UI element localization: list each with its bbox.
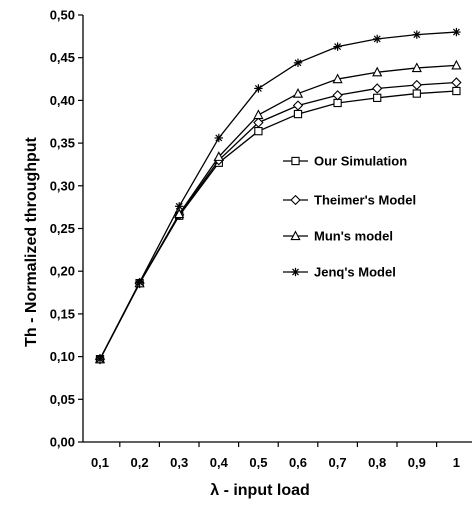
- y-tick-label: 0,30: [50, 178, 75, 193]
- data-point-theimer-s-model: [411, 79, 422, 91]
- data-point-mun-s-model: [174, 208, 185, 219]
- series-layer: [94, 27, 462, 365]
- series-line-jenq-s-model: [99, 31, 457, 360]
- data-point-jenq-s-model: [412, 30, 421, 39]
- data-point-mun-s-model: [253, 109, 264, 120]
- data-point-jenq-s-model-stroke: [452, 28, 460, 36]
- data-point-jenq-s-model: [254, 84, 263, 93]
- data-point-jenq-s-model: [135, 278, 144, 287]
- x-tick-label: 0,6: [289, 455, 307, 470]
- legend-marker-theimer-s-model: [290, 194, 301, 206]
- data-point-theimer-s-model: [253, 117, 264, 128]
- y-axis-title: Th - Normalized throughput: [23, 136, 40, 346]
- x-tick-label: 0,7: [329, 455, 347, 470]
- data-point-jenq-s-model: [373, 34, 382, 44]
- x-tick-label: 0,2: [131, 455, 149, 470]
- data-point-jenq-s-model-stroke: [215, 134, 223, 142]
- data-point-jenq-s-model: [214, 133, 223, 143]
- x-axis-title: λ - input load: [210, 482, 310, 499]
- legend-marker-our-simulation: [291, 156, 300, 166]
- data-point-jenq-s-model-stroke: [413, 31, 421, 39]
- data-point-mun-s-model: [372, 66, 383, 77]
- data-point-jenq-s-model: [293, 58, 303, 68]
- x-tick-label: 0,9: [408, 455, 426, 470]
- legend-label-jenq-s-model: Jenq's Model: [314, 265, 396, 280]
- y-tick-label: 0,15: [50, 306, 75, 321]
- series-line-mun-s-model: [99, 64, 457, 360]
- x-tick-label: 0,8: [368, 455, 386, 470]
- data-point-jenq-s-model-stroke: [373, 35, 381, 43]
- y-tick-label: 0,40: [50, 93, 75, 108]
- data-point-theimer-s-model: [292, 100, 304, 111]
- data-point-our-simulation: [412, 89, 421, 98]
- y-tick-label: 0,25: [50, 221, 75, 236]
- data-point-theimer-s-model: [372, 83, 383, 94]
- legend-label-mun-s-model: Mun's model: [314, 229, 393, 244]
- data-point-our-simulation: [254, 126, 263, 136]
- series-line-our-simulation: [99, 90, 457, 360]
- y-tick-label: 0,45: [50, 50, 75, 65]
- data-point-jenq-s-model-stroke: [136, 278, 144, 286]
- legend-marker-jenq-s-model: [291, 267, 300, 277]
- series-line-theimer-s-model: [99, 81, 457, 360]
- data-point-jenq-s-model: [452, 27, 461, 37]
- data-point-jenq-s-model: [333, 42, 342, 51]
- x-tick-label: 1: [453, 455, 460, 470]
- data-point-jenq-s-model-stroke: [294, 59, 302, 67]
- x-tick-label: 0,5: [249, 455, 267, 470]
- data-point-jenq-s-model-stroke: [175, 202, 183, 210]
- data-point-our-simulation: [293, 109, 303, 119]
- data-point-our-simulation: [373, 93, 382, 102]
- legend-label-our-simulation: Our Simulation: [314, 154, 407, 169]
- y-tick-label: 0,10: [50, 349, 75, 364]
- data-point-jenq-s-model-stroke: [334, 43, 342, 51]
- x-tick-label: 0,3: [170, 455, 188, 470]
- legend-label-theimer-s-model: Theimer's Model: [314, 193, 416, 208]
- legend-marker-jenq-s-model-stroke: [292, 268, 299, 276]
- y-tick-label: 0,50: [50, 8, 75, 23]
- data-point-mun-s-model: [292, 87, 304, 98]
- data-point-mun-s-model: [451, 59, 462, 70]
- data-point-jenq-s-model-stroke: [254, 84, 262, 92]
- data-point-mun-s-model: [213, 151, 224, 161]
- legend: Our Simulation Theimer's Model Mun's model…: [283, 154, 416, 280]
- data-point-jenq-s-model: [95, 354, 105, 364]
- data-point-jenq-s-model-stroke: [96, 355, 104, 363]
- data-point-theimer-s-model: [451, 77, 462, 88]
- x-tick-label: 0,1: [91, 455, 109, 470]
- x-tick-label: 0,4: [210, 455, 229, 470]
- y-tick-label: 0,35: [50, 136, 75, 151]
- data-point-jenq-s-model: [175, 202, 184, 211]
- legend-marker-mun-s-model: [290, 230, 301, 241]
- data-point-mun-s-model: [411, 62, 422, 73]
- y-tick-label: 0,00: [50, 435, 75, 450]
- y-tick-label: 0,20: [50, 264, 75, 279]
- data-point-mun-s-model: [332, 73, 343, 84]
- axes: 0,00 0,05 0,10 0,15 0,20 0,25 0,30 0,35 0,40 0,45…: [50, 8, 472, 470]
- data-point-our-simulation: [452, 86, 461, 96]
- data-point-theimer-s-model: [332, 90, 343, 101]
- y-tick-label: 0,05: [50, 392, 75, 407]
